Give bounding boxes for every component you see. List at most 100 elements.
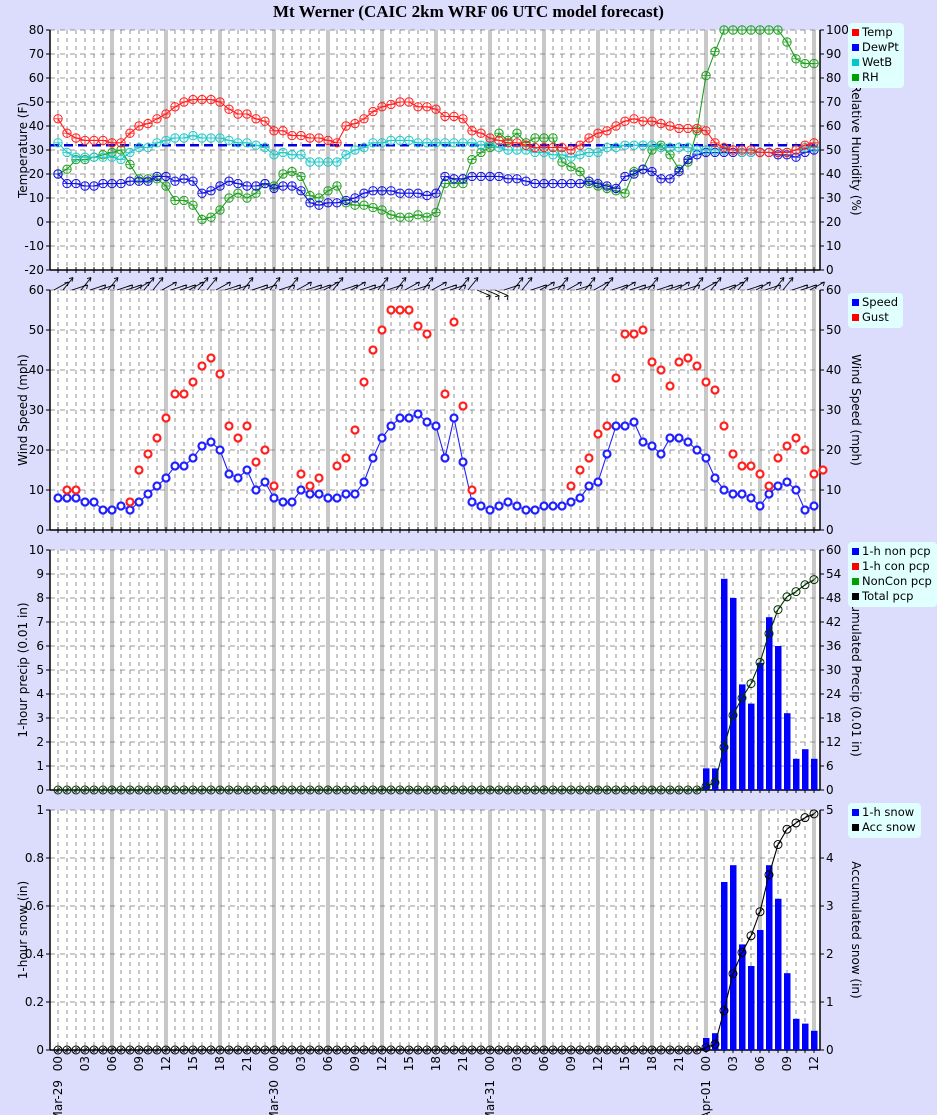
wind-arrow [710,277,722,291]
day-label: Mar-30 [267,1080,281,1115]
legend-item: DewPt [852,40,899,55]
wind-arrow [242,277,254,291]
wind-arrow [152,277,164,291]
svg-text:15: 15 [618,1056,632,1071]
precip-bar [811,758,818,790]
svg-text:09: 09 [780,1056,794,1071]
svg-text:1: 1 [826,995,834,1009]
y-axis-label: 1-hour snow (in) [16,881,30,979]
panel-1: 0 10 20 30 40 50 60 0 10 20 30 40 50 60 Wind Speed (mp… [16,277,863,537]
svg-text:10: 10 [29,483,44,497]
wind-arrow [809,281,825,291]
wind-arrow [485,289,500,300]
svg-text:8: 8 [36,591,44,605]
svg-text:0: 0 [36,523,44,537]
svg-text:30: 30 [826,191,841,205]
svg-text:4: 4 [826,851,834,865]
svg-text:12: 12 [807,1056,821,1071]
snow-bar [757,930,764,1050]
wind-arrow [206,277,218,291]
svg-text:50: 50 [29,323,44,337]
legend-item: Temp [852,25,899,40]
legend-swatch-icon [852,548,859,555]
panel-0: -20 -10 0 10 20 30 40 50 60 70 80 0 10 20 30 40 50 60 70 80… [16,23,863,277]
svg-text:0: 0 [36,783,44,797]
wind-arrow [224,284,242,291]
svg-text:09: 09 [132,1056,146,1071]
svg-text:18: 18 [645,1056,659,1071]
legend-temp-panel: Temp DewPt WetB RH [848,23,904,88]
svg-text:0: 0 [826,1043,834,1057]
day-label: Mar-29 [51,1080,65,1115]
svg-text:1: 1 [36,759,44,773]
legend-label: 1-h non pcp [862,544,931,558]
legend-label: 1-h con pcp [862,559,930,573]
legend-item: Total pcp [852,589,932,604]
svg-text:20: 20 [826,215,841,229]
svg-text:2: 2 [826,947,834,961]
svg-text:15: 15 [402,1056,416,1071]
snow-bar [775,898,782,1050]
legend-precip-panel: 1-h non pcp 1-h con pcp NonCon pcp Total pc… [848,542,937,607]
wind-arrow [350,281,366,291]
wind-arrow [143,277,155,291]
svg-text:3: 3 [826,899,834,913]
svg-text:0.6: 0.6 [25,899,44,913]
legend-swatch-icon [852,299,859,306]
svg-text:20: 20 [29,167,44,181]
precip-bar [748,703,755,790]
precip-bar [775,646,782,790]
svg-text:9: 9 [36,567,44,581]
snow-bar [739,944,746,1050]
svg-text:60: 60 [826,119,841,133]
svg-text:30: 30 [826,663,841,677]
svg-text:21: 21 [456,1056,470,1071]
svg-text:06: 06 [537,1056,551,1071]
svg-text:10: 10 [29,543,44,557]
x-axis-labels: 00 03 06 09 12 15 18 21 00 03 06 09 12 15 18 21 00 03 06 09… [51,1056,821,1115]
wind-arrow [170,284,188,291]
svg-text:0: 0 [36,1043,44,1057]
precip-bar [802,749,809,790]
wind-arrow [80,277,92,291]
svg-text:06: 06 [321,1056,335,1071]
y-axis-label: Wind Speed (mph) [16,354,30,466]
wind-arrow [782,277,794,291]
wind-arrow [278,284,296,291]
day-label: Mar-31 [483,1080,497,1115]
svg-text:-20: -20 [24,263,44,277]
wind-arrow [377,277,389,291]
y-axis-label: 1-hour precip (0.01 in) [16,602,30,737]
precip-bar [712,768,719,790]
legend-item: Speed [852,295,898,310]
precip-bar [757,662,764,790]
wind-arrow [71,284,89,291]
svg-text:54: 54 [826,567,841,581]
wind-arrow [602,277,614,291]
precip-bar [721,578,728,790]
wind-arrow [476,289,491,300]
legend-swatch-icon [852,59,859,66]
svg-text:-10: -10 [24,239,44,253]
legend-item: 1-h snow [852,805,916,820]
svg-text:60: 60 [29,71,44,85]
wind-arrow [764,284,782,291]
svg-text:42: 42 [826,615,841,629]
svg-text:40: 40 [826,363,841,377]
legend-item: Gust [852,310,898,325]
wind-arrow [467,277,479,291]
precip-bar [784,713,791,790]
snow-bar [793,1018,800,1050]
svg-text:70: 70 [826,95,841,109]
svg-text:21: 21 [672,1056,686,1071]
wind-arrow [773,277,785,291]
wind-arrow [692,277,704,291]
y2-axis-label: Accumulated Precip (0.01 in) [849,583,863,757]
svg-text:80: 80 [29,23,44,37]
legend-swatch-icon [852,74,859,81]
wind-arrow [296,281,312,291]
wind-arrow [368,284,386,291]
svg-text:0.8: 0.8 [25,851,44,865]
wind-arrow [458,277,470,291]
